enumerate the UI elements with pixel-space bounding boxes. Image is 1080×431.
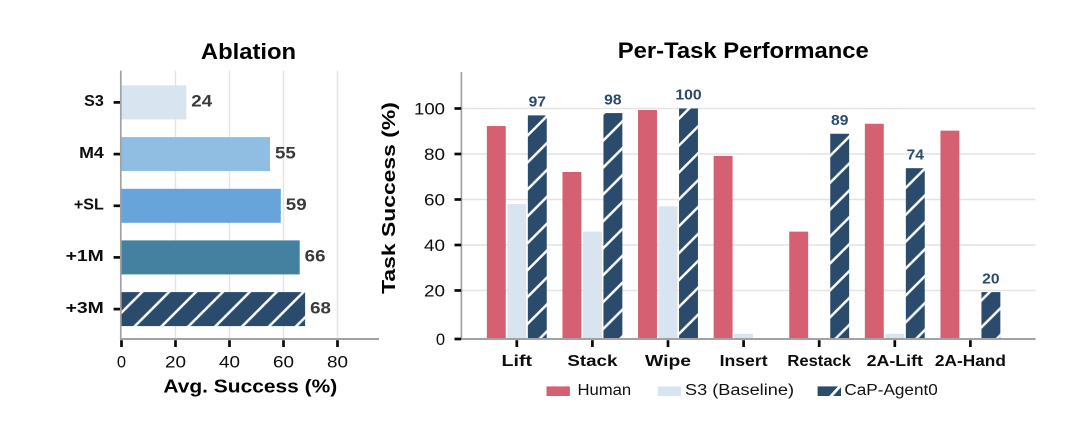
svg-text:40: 40 xyxy=(219,353,240,371)
svg-text:Human: Human xyxy=(578,382,632,399)
svg-text:2A-Lift: 2A-Lift xyxy=(867,353,924,370)
svg-text:0: 0 xyxy=(436,331,445,349)
svg-text:98: 98 xyxy=(604,91,621,108)
svg-text:+SL: +SL xyxy=(74,197,104,214)
svg-text:Stack: Stack xyxy=(567,353,617,370)
svg-text:0: 0 xyxy=(117,353,126,371)
svg-text:80: 80 xyxy=(424,146,445,164)
svg-text:Insert: Insert xyxy=(720,353,769,370)
svg-text:S3: S3 xyxy=(84,93,104,110)
svg-text:20: 20 xyxy=(165,353,186,371)
svg-text:S3 (Baseline): S3 (Baseline) xyxy=(685,382,794,399)
svg-text:Avg. Success (%): Avg. Success (%) xyxy=(163,376,337,396)
svg-text:CaP-Agent0: CaP-Agent0 xyxy=(844,382,938,399)
svg-text:M4: M4 xyxy=(79,145,104,162)
svg-text:68: 68 xyxy=(310,299,331,317)
svg-text:89: 89 xyxy=(831,112,848,129)
svg-text:Wipe: Wipe xyxy=(645,353,691,370)
svg-text:20: 20 xyxy=(424,282,445,300)
svg-text:Lift: Lift xyxy=(502,353,533,370)
svg-text:Task Success (%): Task Success (%) xyxy=(379,102,399,294)
svg-text:66: 66 xyxy=(305,248,326,266)
svg-text:+1M: +1M xyxy=(66,248,104,265)
svg-text:20: 20 xyxy=(982,270,999,287)
svg-text:100: 100 xyxy=(414,100,445,118)
svg-text:24: 24 xyxy=(191,93,213,111)
svg-text:60: 60 xyxy=(273,353,294,371)
svg-text:60: 60 xyxy=(424,191,445,209)
svg-text:40: 40 xyxy=(424,237,445,255)
svg-text:Per-Task Performance: Per-Task Performance xyxy=(618,38,869,63)
svg-text:97: 97 xyxy=(529,94,546,111)
svg-text:80: 80 xyxy=(327,353,348,371)
svg-text:59: 59 xyxy=(286,196,307,214)
svg-text:Restack: Restack xyxy=(787,353,851,370)
svg-text:+3M: +3M xyxy=(66,300,104,317)
svg-text:2A-Hand: 2A-Hand xyxy=(935,353,1006,370)
svg-text:55: 55 xyxy=(275,144,296,162)
svg-text:74: 74 xyxy=(907,146,925,163)
svg-text:Ablation: Ablation xyxy=(201,39,296,64)
svg-text:100: 100 xyxy=(675,87,701,104)
